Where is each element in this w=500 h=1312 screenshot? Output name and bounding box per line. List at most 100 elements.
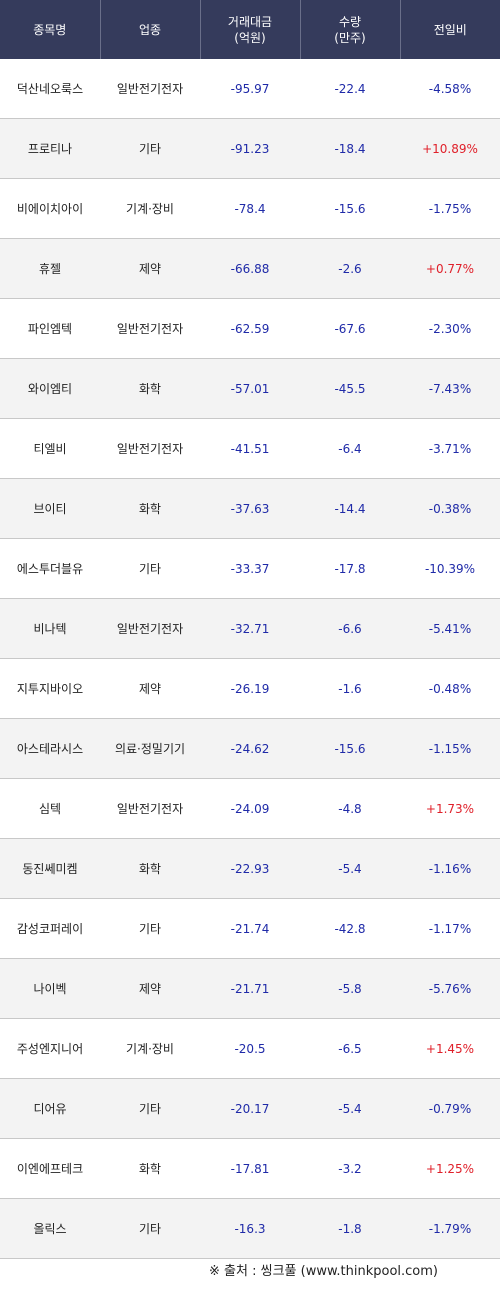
- cell-stock-name: 동진쎄미켐: [0, 838, 100, 899]
- header-industry-label: 업종: [138, 22, 162, 37]
- cell-industry: 일반전기전자: [100, 418, 200, 479]
- table-row: 휴젤 제약 -66.88 -2.6 +0.77%: [0, 238, 500, 299]
- table-header: 종목명 업종 거래대금 (억원) 수량 (만주) 전일비: [0, 0, 500, 59]
- cell-quantity: -5.8: [300, 958, 400, 1019]
- cell-industry: 기타: [100, 118, 200, 179]
- cell-stock-name: 이엔에프테크: [0, 1138, 100, 1199]
- cell-quantity: -22.4: [300, 59, 400, 119]
- cell-industry: 기타: [100, 1198, 200, 1259]
- cell-stock-name: 비나텍: [0, 598, 100, 659]
- table-row: 에스투더블유 기타 -33.37 -17.8 -10.39%: [0, 538, 500, 599]
- cell-stock-name: 프로티나: [0, 118, 100, 179]
- table-body: 덕산네오룩스 일반전기전자 -95.97 -22.4 -4.58% 프로티나 기타 -91.2…: [0, 59, 500, 1259]
- cell-change: -1.17%: [400, 898, 500, 959]
- cell-quantity: -1.6: [300, 658, 400, 719]
- cell-change: -5.76%: [400, 958, 500, 1019]
- cell-change: -1.16%: [400, 838, 500, 899]
- cell-industry: 제약: [100, 238, 200, 299]
- cell-industry: 일반전기전자: [100, 298, 200, 359]
- cell-stock-name: 디어유: [0, 1078, 100, 1139]
- cell-change: -3.71%: [400, 418, 500, 479]
- cell-trade-amount: -32.71: [200, 598, 300, 659]
- source-note: ※ 출처 : 씽크풀 (www.thinkpool.com): [209, 1264, 438, 1279]
- header-qty-unit: (만주): [334, 30, 366, 45]
- cell-trade-amount: -66.88: [200, 238, 300, 299]
- header-amount: 거래대금 (억원): [200, 0, 301, 59]
- cell-change: -10.39%: [400, 538, 500, 599]
- cell-change: -1.79%: [400, 1198, 500, 1259]
- cell-trade-amount: -33.37: [200, 538, 300, 599]
- cell-industry: 화학: [100, 838, 200, 899]
- cell-quantity: -42.8: [300, 898, 400, 959]
- table-row: 올릭스 기타 -16.3 -1.8 -1.79%: [0, 1198, 500, 1259]
- table-row: 비에이치아이 기계·장비 -78.4 -15.6 -1.75%: [0, 178, 500, 239]
- cell-quantity: -45.5: [300, 358, 400, 419]
- cell-trade-amount: -24.62: [200, 718, 300, 779]
- cell-industry: 기계·장비: [100, 178, 200, 239]
- cell-trade-amount: -62.59: [200, 298, 300, 359]
- cell-trade-amount: -37.63: [200, 478, 300, 539]
- cell-quantity: -15.6: [300, 178, 400, 239]
- header-amount-unit: (억원): [234, 30, 266, 45]
- cell-industry: 화학: [100, 478, 200, 539]
- cell-industry: 화학: [100, 358, 200, 419]
- cell-change: -0.48%: [400, 658, 500, 719]
- cell-stock-name: 올릭스: [0, 1198, 100, 1259]
- cell-stock-name: 지투지바이오: [0, 658, 100, 719]
- cell-quantity: -1.8: [300, 1198, 400, 1259]
- header-qty: 수량 (만주): [300, 0, 401, 59]
- cell-industry: 화학: [100, 1138, 200, 1199]
- cell-stock-name: 에스투더블유: [0, 538, 100, 599]
- cell-quantity: -67.6: [300, 298, 400, 359]
- table-row: 감성코퍼레이 기타 -21.74 -42.8 -1.17%: [0, 898, 500, 959]
- table-row: 티엘비 일반전기전자 -41.51 -6.4 -3.71%: [0, 418, 500, 479]
- cell-stock-name: 티엘비: [0, 418, 100, 479]
- cell-change: -0.79%: [400, 1078, 500, 1139]
- cell-change: +1.45%: [400, 1018, 500, 1079]
- header-name: 종목명: [0, 0, 101, 59]
- cell-trade-amount: -57.01: [200, 358, 300, 419]
- cell-quantity: -5.4: [300, 838, 400, 899]
- cell-change: -0.38%: [400, 478, 500, 539]
- cell-stock-name: 덕산네오룩스: [0, 59, 100, 119]
- header-change-label: 전일비: [433, 22, 467, 37]
- cell-industry: 의료·정밀기기: [100, 718, 200, 779]
- table-row: 와이엠티 화학 -57.01 -45.5 -7.43%: [0, 358, 500, 419]
- cell-trade-amount: -22.93: [200, 838, 300, 899]
- cell-industry: 일반전기전자: [100, 778, 200, 839]
- cell-stock-name: 감성코퍼레이: [0, 898, 100, 959]
- cell-quantity: -6.4: [300, 418, 400, 479]
- table-row: 이엔에프테크 화학 -17.81 -3.2 +1.25%: [0, 1138, 500, 1199]
- table-row: 브이티 화학 -37.63 -14.4 -0.38%: [0, 478, 500, 539]
- cell-stock-name: 브이티: [0, 478, 100, 539]
- header-change: 전일비: [400, 0, 500, 59]
- cell-industry: 일반전기전자: [100, 59, 200, 119]
- header-qty-label: 수량: [338, 14, 362, 29]
- cell-trade-amount: -21.74: [200, 898, 300, 959]
- cell-stock-name: 휴젤: [0, 238, 100, 299]
- cell-change: -7.43%: [400, 358, 500, 419]
- cell-change: -1.75%: [400, 178, 500, 239]
- cell-trade-amount: -20.5: [200, 1018, 300, 1079]
- cell-quantity: -18.4: [300, 118, 400, 179]
- table-row: 덕산네오룩스 일반전기전자 -95.97 -22.4 -4.58%: [0, 59, 500, 119]
- cell-change: +0.77%: [400, 238, 500, 299]
- cell-quantity: -6.6: [300, 598, 400, 659]
- cell-stock-name: 와이엠티: [0, 358, 100, 419]
- cell-industry: 제약: [100, 958, 200, 1019]
- cell-trade-amount: -95.97: [200, 59, 300, 119]
- cell-trade-amount: -26.19: [200, 658, 300, 719]
- table-row: 주성엔지니어 기계·장비 -20.5 -6.5 +1.45%: [0, 1018, 500, 1079]
- cell-trade-amount: -41.51: [200, 418, 300, 479]
- cell-quantity: -17.8: [300, 538, 400, 599]
- cell-stock-name: 비에이치아이: [0, 178, 100, 239]
- cell-stock-name: 주성엔지니어: [0, 1018, 100, 1079]
- header-industry: 업종: [100, 0, 201, 59]
- table-row: 프로티나 기타 -91.23 -18.4 +10.89%: [0, 118, 500, 179]
- table-row: 아스테라시스 의료·정밀기기 -24.62 -15.6 -1.15%: [0, 718, 500, 779]
- cell-quantity: -6.5: [300, 1018, 400, 1079]
- table-row: 심텍 일반전기전자 -24.09 -4.8 +1.73%: [0, 778, 500, 839]
- table-row: 나이벡 제약 -21.71 -5.8 -5.76%: [0, 958, 500, 1019]
- cell-trade-amount: -24.09: [200, 778, 300, 839]
- cell-trade-amount: -78.4: [200, 178, 300, 239]
